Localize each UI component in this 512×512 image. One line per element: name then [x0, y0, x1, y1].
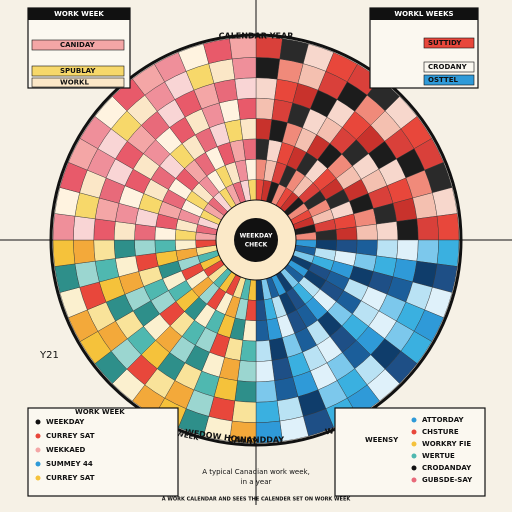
caption: in a year	[241, 478, 272, 486]
legend-dot	[411, 453, 417, 459]
legend-item: OSTTEL	[428, 76, 458, 84]
wheel-cell	[231, 400, 257, 423]
wheel-cell	[239, 118, 257, 140]
wheel-cell	[436, 213, 460, 241]
legend-swatch	[31, 77, 125, 88]
legend-swatch	[423, 61, 475, 73]
wheel-cell	[113, 221, 136, 241]
wheel-title: CALENDAR YEAR	[219, 32, 294, 41]
wheel-cell	[134, 239, 156, 257]
legend-dot	[411, 465, 417, 471]
legend-item: ATTORDAY	[422, 416, 464, 424]
legend-dot	[411, 477, 417, 483]
wheel-cell	[73, 239, 96, 265]
ring-label: CANANDDAY	[228, 436, 284, 445]
legend-items: ATTORDAY CHSTURE WORKRY FIE WERTUE CRODANDAY…	[411, 416, 473, 484]
wheel-cell	[234, 77, 257, 100]
wheel-cell	[376, 239, 399, 259]
wheel-cell	[396, 218, 419, 241]
legend-item: GUBSDE-SAY	[422, 476, 473, 484]
legend-swatch	[31, 65, 125, 77]
wheel-cell	[255, 340, 273, 362]
legend-dot	[411, 429, 417, 435]
wheel-cell	[255, 57, 281, 80]
legend-header	[28, 8, 130, 20]
wheel-cell	[376, 221, 399, 241]
legend-item: WEEKDAY	[46, 418, 85, 426]
legend-item: WEKKAED	[46, 446, 86, 454]
center-text: CHECK	[245, 242, 268, 249]
legend-item: CRODANDAY	[422, 464, 472, 472]
wheel-cell	[229, 36, 257, 60]
wheel	[52, 36, 460, 444]
wheel-cell	[52, 213, 76, 241]
legend-header	[370, 8, 478, 20]
wheel-hub	[234, 218, 278, 262]
wheel-cell	[255, 380, 278, 403]
legend-item: CURREY SAT	[46, 474, 95, 482]
legend-item: CHSTURE	[422, 428, 459, 436]
wheel-cell	[237, 360, 257, 383]
wheel-cell	[255, 360, 275, 383]
legend-dot	[35, 447, 41, 453]
wheel-rim	[49, 33, 463, 447]
legend-box	[27, 407, 179, 497]
legend-title: WEENSY	[365, 436, 399, 444]
legend-dot	[411, 417, 417, 423]
legend-dot	[35, 475, 41, 481]
legend-swatch	[423, 37, 475, 49]
footnote: A WORK CALENDAR AND SEES THE CALENDER SE…	[162, 497, 352, 503]
wheel-cell	[231, 57, 257, 80]
legend-swatch	[423, 74, 475, 86]
wheel-cell	[255, 97, 275, 120]
legend-item: SUTTIDY	[428, 39, 462, 47]
wheel-cell	[93, 218, 116, 241]
legend-swatch	[31, 39, 125, 51]
wheel-cell	[436, 239, 460, 267]
legend-dot	[411, 441, 417, 447]
legend-dot	[35, 419, 41, 425]
legend-dot	[35, 461, 41, 467]
wheel-cell	[416, 215, 439, 241]
wheel-cell	[52, 239, 76, 267]
legend-title: WORK WEEK	[75, 408, 125, 416]
legend-box	[334, 407, 486, 497]
legend-item: WORKL	[60, 79, 89, 87]
wheel-cell	[255, 77, 278, 100]
wheel-cell	[255, 400, 281, 423]
legend-items: WEEKDAY CURREY SAT WEKKAED SUMMEY 44 CURREY …	[35, 418, 95, 482]
legend-dot	[35, 433, 41, 439]
wheel-cell	[113, 239, 136, 259]
legend-title: WORK WEEK	[54, 10, 104, 18]
legend-item: SUMMEY 44	[46, 460, 93, 468]
side-label: Y21	[39, 350, 59, 361]
legend-item: CRODANY	[428, 63, 468, 71]
legend-item: WERTUE	[422, 452, 455, 460]
wheel-cell	[416, 239, 439, 265]
legend-item: WORKRY FIE	[422, 440, 471, 448]
legend-item: SPUBLAY	[60, 67, 96, 75]
legend-item: CANIDAY	[60, 41, 96, 49]
wheel-cell	[396, 239, 419, 262]
legend-item: CURREY SAT	[46, 432, 95, 440]
wheel-cell	[356, 223, 378, 241]
wheel-cell	[234, 380, 257, 403]
wheel-cell	[237, 97, 257, 120]
legend-title: WORKL WEEKS	[394, 10, 453, 18]
wheel-cell	[73, 215, 96, 241]
caption: A typical Canadian work week,	[202, 468, 310, 476]
wheel-cell	[93, 239, 116, 262]
center-text: WEEKDAY	[240, 233, 274, 240]
